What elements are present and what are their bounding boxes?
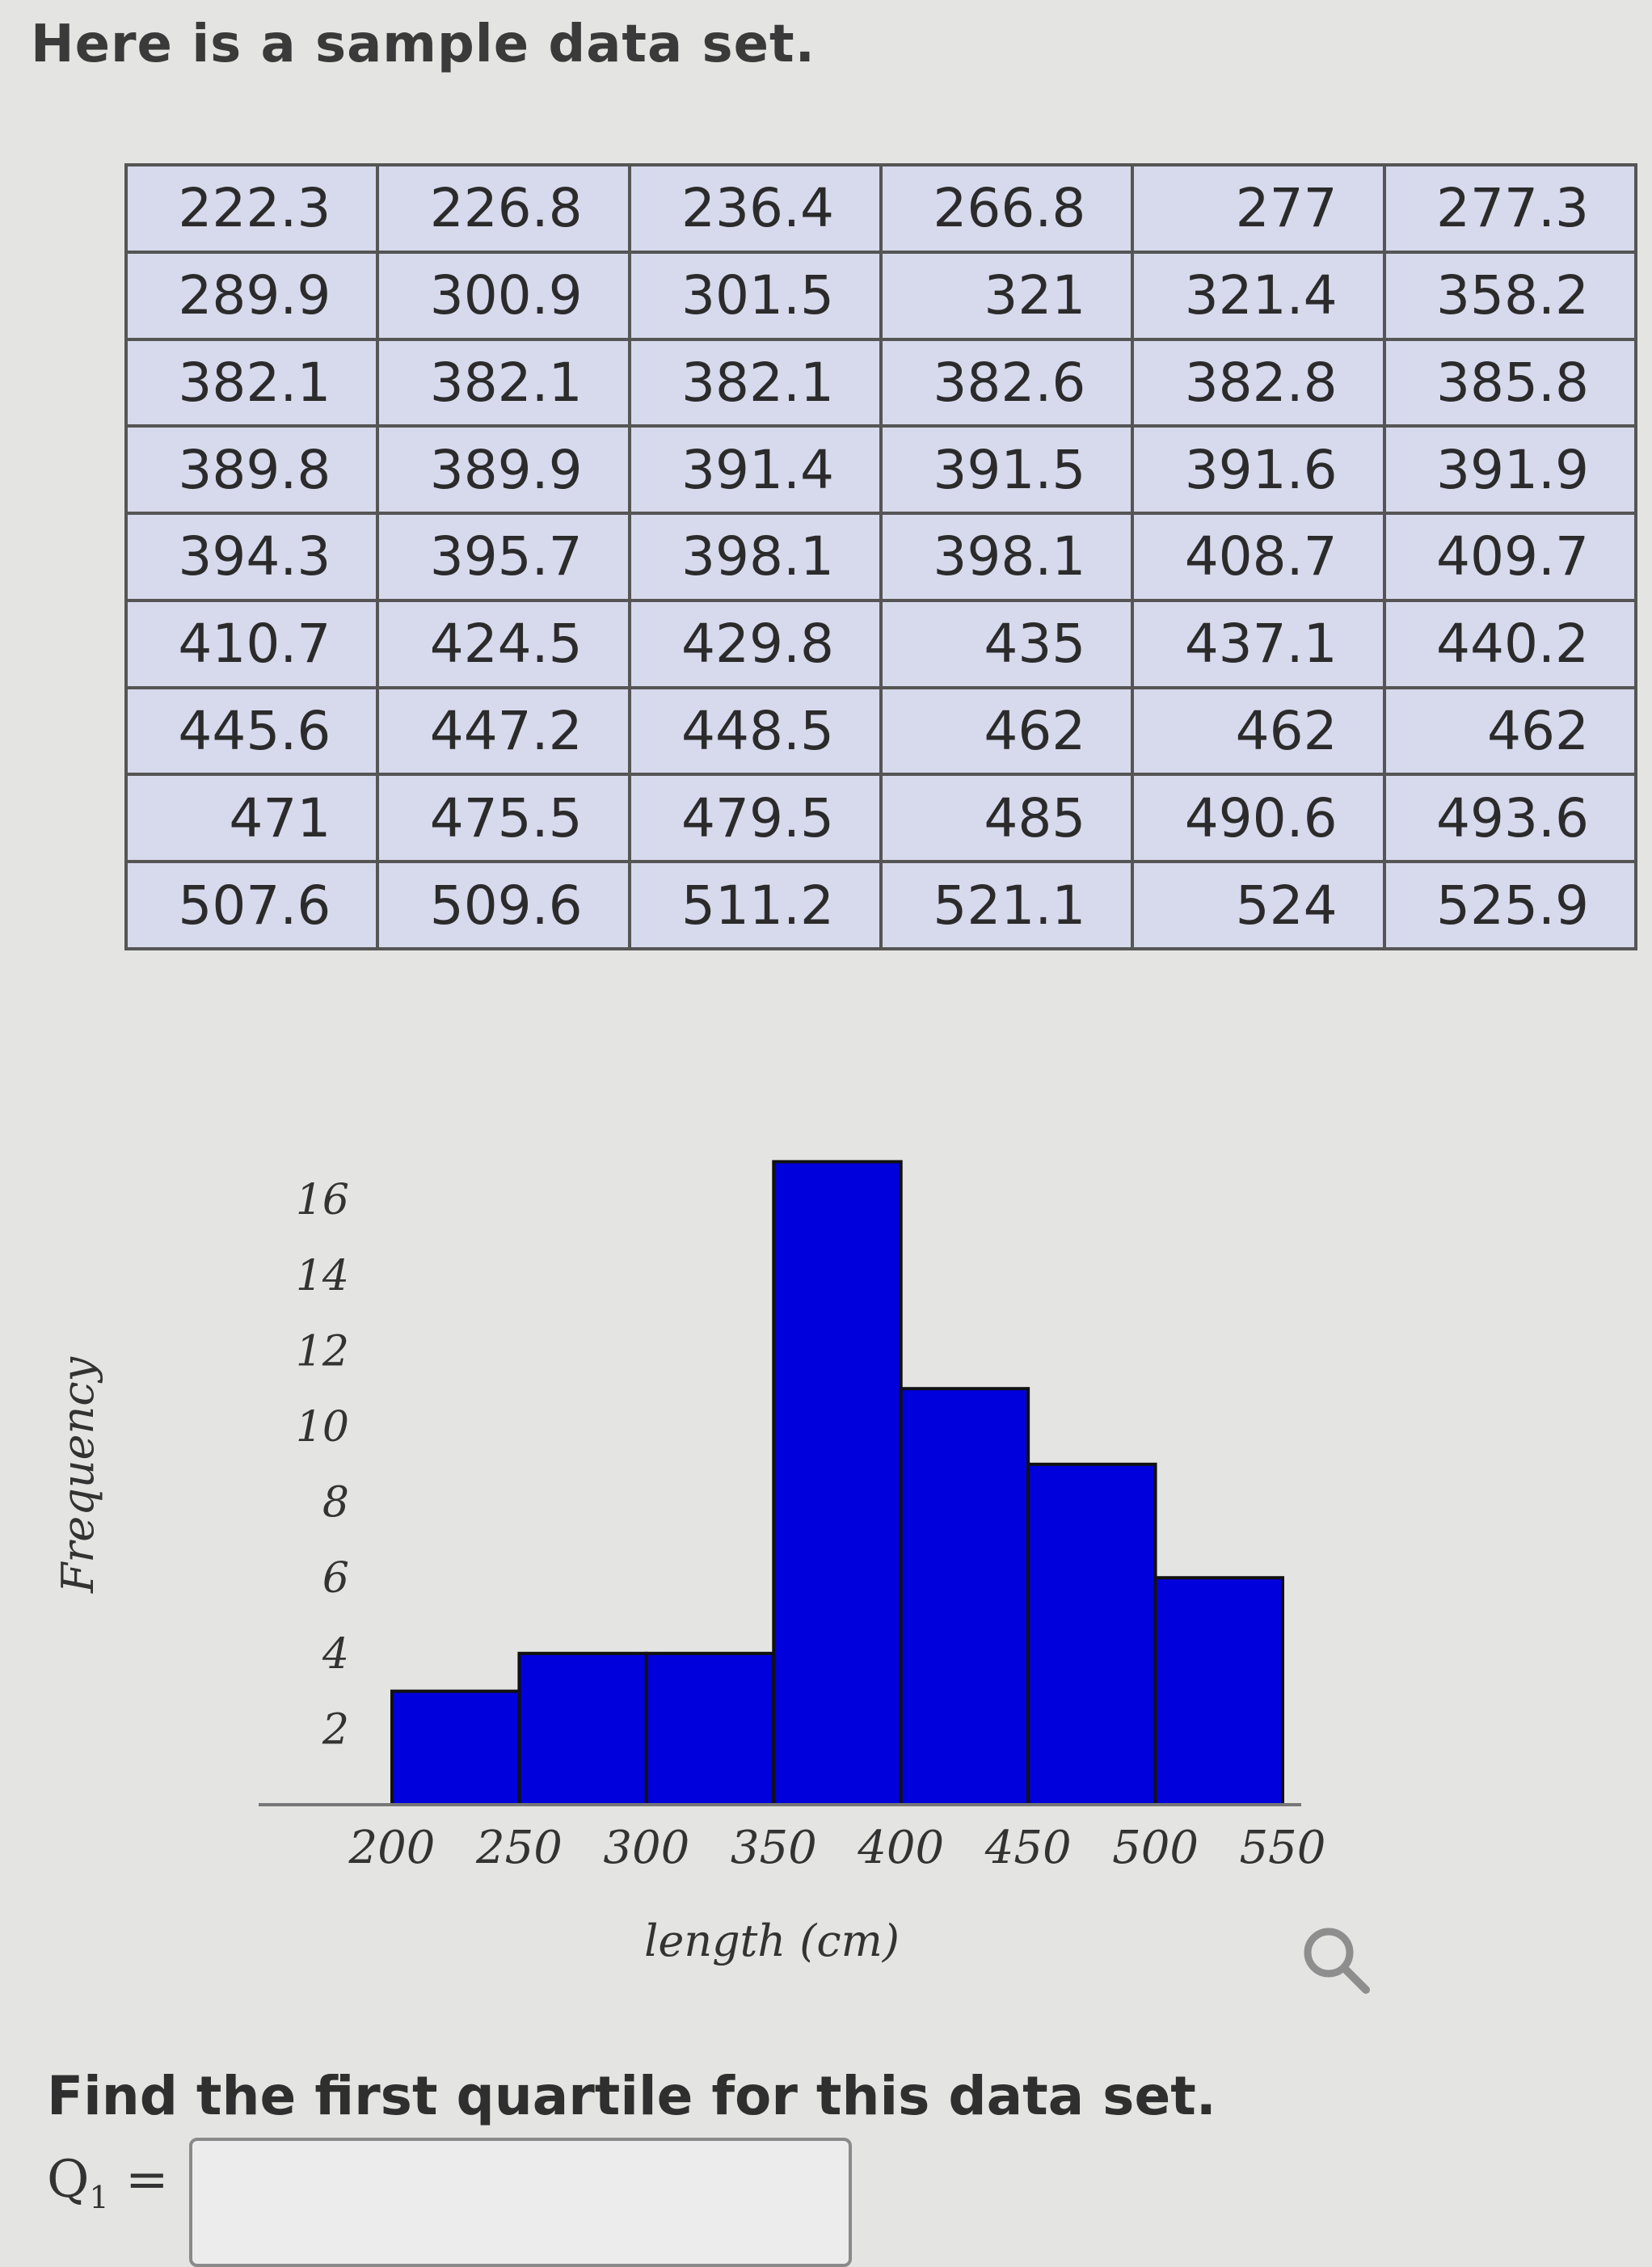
table-cell: 429.8 — [627, 598, 883, 689]
y-tick-label: 2 — [322, 1705, 349, 1754]
table-cell: 471 — [124, 773, 380, 864]
table-cell: 435 — [879, 598, 1135, 689]
question-text: Find the first quartile for this data se… — [47, 2065, 1216, 2127]
table-cell: 445.6 — [124, 685, 380, 777]
table-cell: 524 — [1131, 860, 1386, 950]
y-tick-label: 12 — [296, 1327, 349, 1376]
table-cell: 398.1 — [879, 512, 1135, 602]
histogram-bar — [899, 1387, 1030, 1806]
table-cell: 462 — [879, 685, 1135, 777]
intro-text: Here is a sample data set. — [31, 15, 815, 74]
table-cell: 382.1 — [627, 337, 883, 428]
table-cell: 424.5 — [376, 598, 631, 689]
table-cell: 462 — [1382, 685, 1638, 777]
magnifier-icon[interactable] — [1293, 1917, 1382, 2006]
data-table: 222.3 226.8 236.4 266.8 277 277.3 289.9 300.9 30… — [124, 163, 1638, 950]
histogram-bar — [1026, 1462, 1157, 1806]
table-cell: 277 — [1131, 163, 1386, 254]
table-row: 471 475.5 479.5 485 490.6 493.6 — [124, 773, 1638, 864]
table-cell: 475.5 — [376, 773, 631, 864]
table-row: 507.6 509.6 511.2 521.1 524 525.9 — [124, 860, 1638, 950]
table-cell: 289.9 — [124, 250, 380, 341]
table-cell: 391.5 — [879, 424, 1135, 516]
y-axis-label: Frequency — [53, 1355, 103, 1594]
table-cell: 266.8 — [879, 163, 1135, 254]
histogram-bar — [390, 1689, 521, 1806]
x-tick-label: 500 — [1112, 1822, 1199, 1874]
y-tick-label: 10 — [296, 1403, 349, 1452]
histogram-bar — [772, 1160, 903, 1806]
histogram-bar — [1153, 1576, 1284, 1806]
table-cell: 408.7 — [1131, 512, 1386, 602]
table-cell: 447.2 — [376, 685, 631, 777]
table-cell: 394.3 — [124, 512, 380, 602]
table-cell: 382.8 — [1131, 337, 1386, 428]
table-cell: 440.2 — [1382, 598, 1638, 689]
table-cell: 391.4 — [627, 424, 883, 516]
table-row: 394.3 395.7 398.1 398.1 408.7 409.7 — [124, 512, 1638, 602]
q1-label-letter: Q — [47, 2150, 90, 2210]
x-tick-label: 550 — [1240, 1822, 1326, 1874]
x-axis-label: length (cm) — [644, 1915, 900, 1966]
histogram-bar — [644, 1651, 776, 1806]
table-cell: 395.7 — [376, 512, 631, 602]
x-tick-label: 450 — [984, 1822, 1072, 1874]
table-cell: 391.9 — [1382, 424, 1638, 516]
table-cell: 448.5 — [627, 685, 883, 777]
table-cell: 382.1 — [376, 337, 631, 428]
y-tick-label: 14 — [296, 1252, 349, 1300]
table-cell: 382.1 — [124, 337, 380, 428]
table-cell: 389.8 — [124, 424, 380, 516]
table-row: 445.6 447.2 448.5 462 462 462 — [124, 685, 1638, 777]
table-cell: 485 — [879, 773, 1135, 864]
table-cell: 525.9 — [1382, 860, 1638, 950]
table-cell: 321 — [879, 250, 1135, 341]
table-cell: 358.2 — [1382, 250, 1638, 341]
table-cell: 493.6 — [1382, 773, 1638, 864]
table-cell: 277.3 — [1382, 163, 1638, 254]
q1-equals: = — [108, 2150, 169, 2210]
table-cell: 507.6 — [124, 860, 380, 950]
q1-answer-input[interactable] — [189, 2138, 852, 2267]
table-row: 382.1 382.1 382.1 382.6 382.8 385.8 — [124, 337, 1638, 428]
table-row: 410.7 424.5 429.8 435 437.1 440.2 — [124, 598, 1638, 689]
table-cell: 226.8 — [376, 163, 631, 254]
table-cell: 490.6 — [1131, 773, 1386, 864]
x-tick-label: 400 — [857, 1822, 944, 1874]
x-tick-label: 200 — [348, 1822, 436, 1874]
table-cell: 398.1 — [627, 512, 883, 602]
table-cell: 410.7 — [124, 598, 380, 689]
table-cell: 479.5 — [627, 773, 883, 864]
table-cell: 521.1 — [879, 860, 1135, 950]
table-cell: 389.9 — [376, 424, 631, 516]
table-cell: 437.1 — [1131, 598, 1386, 689]
table-row: 389.8 389.9 391.4 391.5 391.6 391.9 — [124, 424, 1638, 516]
x-tick-label: 350 — [731, 1822, 817, 1874]
table-cell: 382.6 — [879, 337, 1135, 428]
table-cell: 391.6 — [1131, 424, 1386, 516]
table-cell: 409.7 — [1382, 512, 1638, 602]
table-cell: 301.5 — [627, 250, 883, 341]
table-cell: 300.9 — [376, 250, 631, 341]
y-tick-label: 6 — [322, 1554, 349, 1603]
y-tick-label: 4 — [322, 1630, 349, 1679]
table-cell: 222.3 — [124, 163, 380, 254]
table-row: 222.3 226.8 236.4 266.8 277 277.3 — [124, 163, 1638, 254]
x-tick-label: 250 — [475, 1822, 563, 1874]
table-cell: 511.2 — [627, 860, 883, 950]
y-tick-label: 8 — [322, 1479, 349, 1527]
q1-label: Q1 = — [47, 2150, 169, 2215]
x-tick-label: 300 — [603, 1822, 689, 1874]
q1-label-subscript: 1 — [89, 2179, 109, 2215]
table-cell: 509.6 — [376, 860, 631, 950]
table-row: 289.9 300.9 301.5 321 321.4 358.2 — [124, 250, 1638, 341]
y-tick-label: 16 — [296, 1176, 349, 1224]
table-cell: 385.8 — [1382, 337, 1638, 428]
table-cell: 462 — [1131, 685, 1386, 777]
table-cell: 236.4 — [627, 163, 883, 254]
histogram-bar — [517, 1651, 648, 1806]
table-cell: 321.4 — [1131, 250, 1386, 341]
histogram-chart: 2 4 6 8 10 12 14 16 200 250 300 350 400 450 500 550 le… — [53, 1160, 1326, 1966]
